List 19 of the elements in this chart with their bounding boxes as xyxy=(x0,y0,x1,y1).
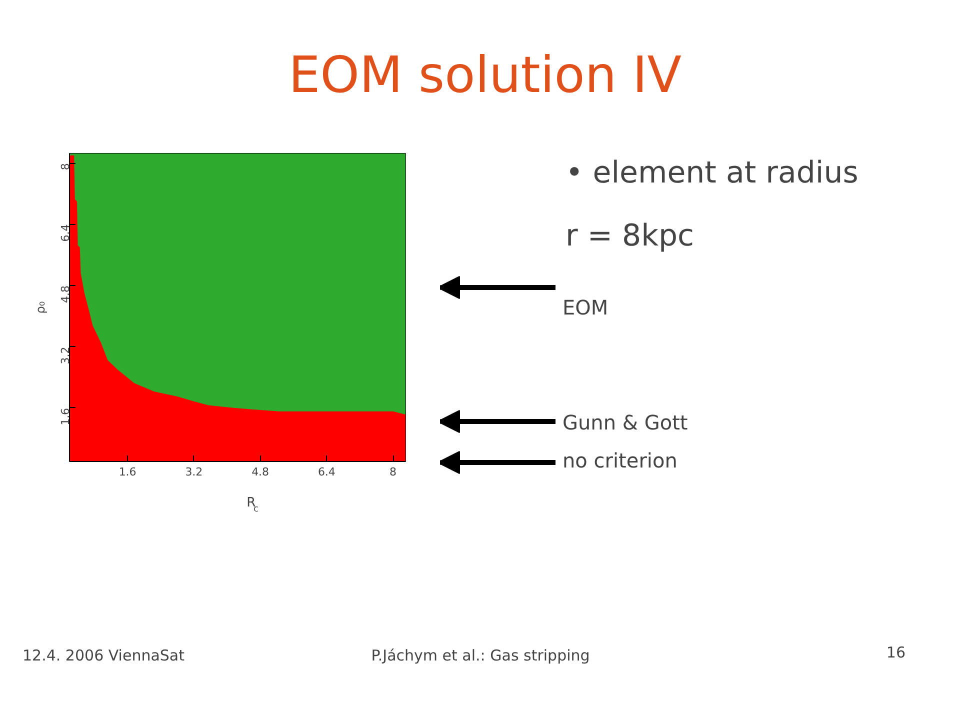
y-tick-label: 1.6 xyxy=(59,408,72,426)
text: P.Jáchym et al.: Gas stripping xyxy=(371,646,590,664)
x-tick-label: 4.8 xyxy=(252,466,270,478)
text: Gunn & Gott xyxy=(562,410,688,434)
text: EOM xyxy=(562,296,608,320)
text: 16 xyxy=(886,644,906,662)
text: no criterion xyxy=(562,448,678,472)
y-tick-label: 8 xyxy=(59,163,72,170)
x-tick-label: 1.6 xyxy=(118,466,136,478)
y-tick-label: 3.2 xyxy=(59,346,72,364)
x-tick-label: 8 xyxy=(390,466,397,478)
chart-title: EOM solution IV xyxy=(288,45,682,105)
y-tick-label: 4.8 xyxy=(59,285,72,303)
y-axis-title: ρ₀ xyxy=(34,301,48,314)
x-tick-label: 6.4 xyxy=(318,466,336,478)
y-tick-label: 6.4 xyxy=(59,224,72,242)
x-tick-label: 3.2 xyxy=(185,466,203,478)
text: 12.4. 2006 ViennaSat xyxy=(22,646,185,664)
text: • element at radius r = 8kpc xyxy=(566,156,858,254)
